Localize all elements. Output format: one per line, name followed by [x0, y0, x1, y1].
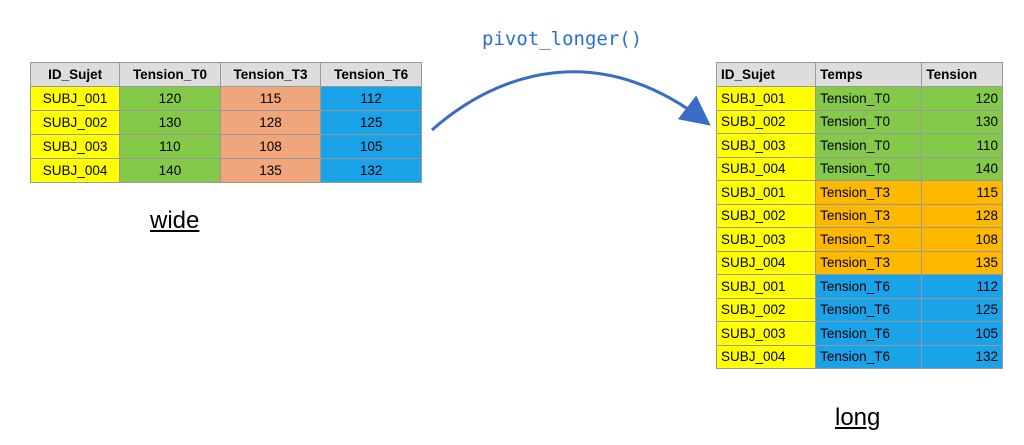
header-cell: Tension	[921, 62, 1003, 87]
wide-table: ID_Sujet Tension_T0 Tension_T3 Tension_T6 SU…	[29, 62, 422, 183]
cell: 140	[119, 158, 221, 183]
long-label: long	[835, 404, 881, 431]
cell: Tension_T0	[815, 109, 923, 134]
cell: Tension_T6	[815, 297, 923, 322]
cell: 120	[921, 86, 1003, 111]
long-table: ID_Sujet Temps Tension SUBJ_001 Tension_T0 12…	[715, 62, 1003, 369]
row: SUBJ_004 Tension_T6 132	[715, 344, 1003, 369]
header-cell: ID_Sujet	[29, 62, 121, 87]
cell: 120	[119, 86, 221, 111]
cell: SUBJ_002	[29, 110, 121, 135]
cell: Tension_T3	[815, 250, 923, 275]
cell: SUBJ_004	[29, 158, 121, 183]
cell: 110	[119, 134, 221, 159]
cell: 108	[921, 227, 1003, 252]
cell: Tension_T6	[815, 344, 923, 369]
cell: Tension_T0	[815, 156, 923, 181]
row: SUBJ_003 Tension_T0 110	[715, 133, 1003, 158]
cell: 105	[921, 321, 1003, 346]
cell: 112	[320, 86, 422, 111]
cell: 128	[219, 110, 322, 135]
cell: Tension_T6	[815, 321, 923, 346]
row: SUBJ_001 Tension_T6 112	[715, 274, 1003, 299]
row: SUBJ_001 120 115 112	[29, 86, 422, 111]
cell: SUBJ_004	[715, 344, 817, 369]
cell: 130	[921, 109, 1003, 134]
cell: SUBJ_001	[29, 86, 121, 111]
cell: SUBJ_003	[715, 133, 817, 158]
header-cell: Tension_T3	[219, 62, 322, 87]
cell: 132	[320, 158, 422, 183]
row: SUBJ_003 Tension_T6 105	[715, 321, 1003, 346]
cell: 105	[320, 134, 422, 159]
cell: SUBJ_001	[715, 180, 817, 205]
cell: 128	[921, 203, 1003, 228]
row: SUBJ_002 Tension_T3 128	[715, 203, 1003, 228]
cell: Tension_T0	[815, 86, 923, 111]
pivot-arrow	[431, 70, 711, 132]
cell: SUBJ_003	[715, 321, 817, 346]
cell: 125	[921, 297, 1003, 322]
cell: Tension_T3	[815, 203, 923, 228]
row: SUBJ_002 Tension_T6 125	[715, 297, 1003, 322]
row: SUBJ_004 Tension_T0 140	[715, 156, 1003, 181]
cell: SUBJ_002	[715, 109, 817, 134]
cell: 110	[921, 133, 1003, 158]
cell: 135	[219, 158, 322, 183]
cell: SUBJ_001	[715, 274, 817, 299]
cell: 112	[921, 274, 1003, 299]
cell: SUBJ_004	[715, 250, 817, 275]
header-cell: Temps	[815, 62, 923, 87]
row: SUBJ_001 Tension_T3 115	[715, 180, 1003, 205]
cell: Tension_T0	[815, 133, 923, 158]
cell: 132	[921, 344, 1003, 369]
cell: 115	[921, 180, 1003, 205]
header-cell: Tension_T6	[320, 62, 422, 87]
cell: SUBJ_002	[715, 203, 817, 228]
cell: Tension_T3	[815, 227, 923, 252]
cell: 135	[921, 250, 1003, 275]
row: SUBJ_004 140 135 132	[29, 158, 422, 183]
header-cell: ID_Sujet	[715, 62, 817, 87]
row: SUBJ_002 Tension_T0 130	[715, 109, 1003, 134]
cell: 130	[119, 110, 221, 135]
row: SUBJ_003 110 108 105	[29, 134, 422, 159]
cell: 140	[921, 156, 1003, 181]
row: SUBJ_001 Tension_T0 120	[715, 86, 1003, 111]
wide-label: wide	[150, 207, 200, 234]
cell: Tension_T6	[815, 274, 923, 299]
row: SUBJ_004 Tension_T3 135	[715, 250, 1003, 275]
cell: SUBJ_003	[29, 134, 121, 159]
cell: SUBJ_004	[715, 156, 817, 181]
cell: 108	[219, 134, 322, 159]
cell: 125	[320, 110, 422, 135]
header-row: ID_Sujet Temps Tension	[715, 62, 1003, 87]
row: SUBJ_003 Tension_T3 108	[715, 227, 1003, 252]
cell: Tension_T3	[815, 180, 923, 205]
cell: SUBJ_002	[715, 297, 817, 322]
cell: SUBJ_003	[715, 227, 817, 252]
operation-label: pivot_longer()	[482, 28, 643, 50]
row: SUBJ_002 130 128 125	[29, 110, 422, 135]
cell: 115	[219, 86, 322, 111]
header-row: ID_Sujet Tension_T0 Tension_T3 Tension_T6	[29, 62, 422, 87]
header-cell: Tension_T0	[119, 62, 221, 87]
cell: SUBJ_001	[715, 86, 817, 111]
